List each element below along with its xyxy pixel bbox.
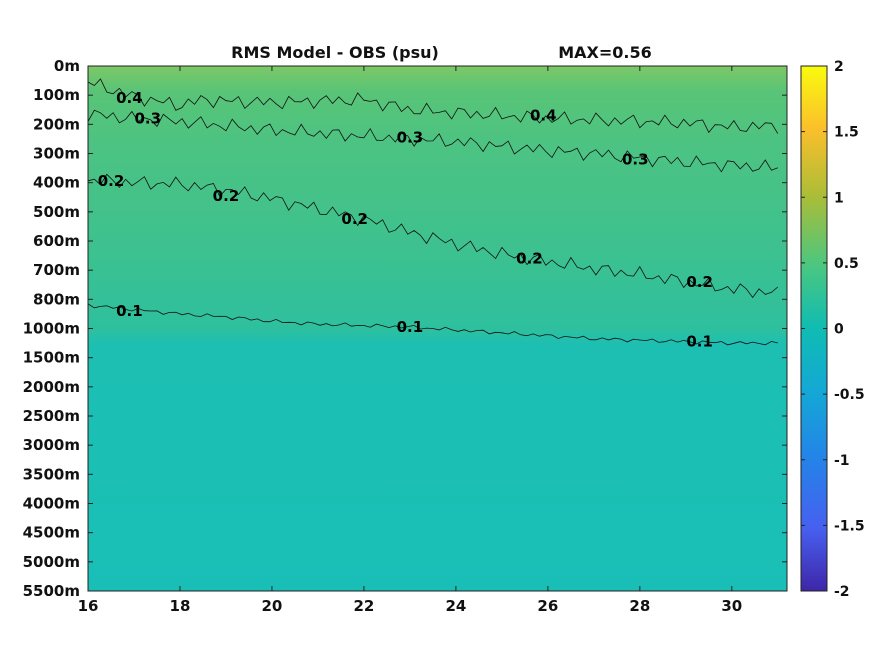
y-tick-label: 300m (33, 145, 80, 163)
y-axis-ticks: 0m 100m 200m 300m 400m 500m 600m 700m 800m 1000m 1… (23, 57, 787, 600)
contour-label: 0.2 (686, 273, 713, 291)
colorbar-tick-label: 1 (834, 190, 844, 206)
contour-labels: 0.4 0.4 0.3 0.3 0.3 0.2 0.2 0.2 0.2 0.2 0.1 0.1 0.1 (98, 89, 713, 351)
y-tick-label: 5500m (23, 582, 80, 600)
y-tick-label: 800m (33, 290, 80, 308)
x-tick-label: 18 (170, 597, 191, 615)
chart-title: RMS Model - OBS (psu) (231, 43, 439, 62)
contour-label: 0.4 (530, 107, 557, 125)
contour-label: 0.3 (397, 128, 424, 146)
contour-label: 0.2 (341, 210, 368, 228)
y-tick-label: 2000m (23, 378, 80, 396)
y-tick-label: 700m (33, 261, 80, 279)
contour-label: 0.3 (134, 110, 161, 128)
colorbar-tick-label: -0.5 (834, 387, 865, 403)
contour-label: 0.1 (397, 318, 424, 336)
contour-line (87, 173, 779, 299)
contour-line (87, 303, 778, 346)
contour-lines (87, 78, 779, 346)
contour-label: 0.1 (686, 333, 713, 351)
colorbar-tick-label: 0.5 (834, 256, 859, 272)
x-tick-label: 30 (721, 597, 742, 615)
x-tick-label: 26 (537, 597, 558, 615)
contour-line (87, 78, 779, 134)
contour-label: 0.2 (516, 250, 543, 268)
y-tick-label: 100m (33, 86, 80, 104)
contour-label: 0.4 (116, 89, 143, 107)
x-tick-label: 20 (262, 597, 283, 615)
colorbar-tick-label: -2 (834, 584, 850, 600)
y-tick-label: 4000m (23, 495, 80, 513)
y-tick-label: 400m (33, 174, 80, 192)
colorbar-ticks: 2 1.5 1 0.5 0 -0.5 -1 -1.5 -2 (801, 59, 865, 600)
y-tick-label: 4500m (23, 524, 80, 542)
y-tick-label: 1000m (23, 320, 80, 338)
y-tick-label: 500m (33, 203, 80, 221)
x-tick-label: 28 (629, 597, 650, 615)
y-tick-label: 5000m (23, 553, 80, 571)
colorbar-tick-label: 2 (834, 59, 844, 75)
colorbar-tick-label: 1.5 (834, 125, 859, 141)
plot-area (88, 66, 787, 591)
contour-label: 0.1 (116, 302, 143, 320)
chart-subtitle: MAX=0.56 (558, 43, 652, 62)
y-tick-label: 3500m (23, 465, 80, 483)
x-axis-ticks: 16 18 20 22 24 26 28 30 (78, 66, 742, 615)
x-tick-label: 22 (353, 597, 374, 615)
contour-line (87, 109, 778, 173)
contour-label: 0.3 (622, 150, 649, 168)
contour-label: 0.2 (98, 172, 125, 190)
y-tick-label: 600m (33, 232, 80, 250)
colorbar-tick-label: -1 (834, 453, 850, 469)
y-tick-label: 3000m (23, 436, 80, 454)
y-tick-label: 0m (54, 57, 80, 75)
y-tick-label: 2500m (23, 407, 80, 425)
y-tick-label: 1500m (23, 349, 80, 367)
colorbar-tick-label: -1.5 (834, 518, 865, 534)
y-tick-label: 200m (33, 115, 80, 133)
x-tick-label: 24 (445, 597, 466, 615)
contour-label: 0.2 (213, 187, 240, 205)
colorbar-tick-label: 0 (834, 322, 844, 338)
x-tick-label: 16 (78, 597, 99, 615)
